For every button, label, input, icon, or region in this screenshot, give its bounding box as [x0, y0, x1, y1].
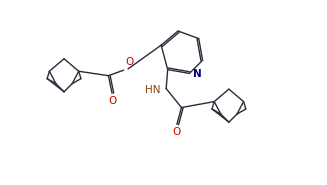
Text: O: O: [125, 57, 133, 67]
Text: O: O: [108, 96, 116, 106]
Text: HN: HN: [145, 85, 161, 95]
Text: N: N: [193, 69, 202, 79]
Text: O: O: [173, 127, 181, 137]
